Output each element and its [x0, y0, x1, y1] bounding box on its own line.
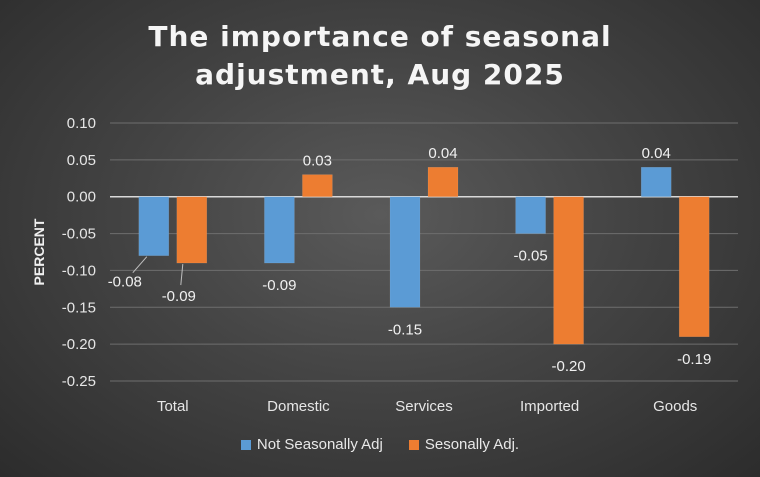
legend-item-seasonally-adj: Sesonally Adj. — [408, 436, 520, 453]
bar-not-seasonally-adj — [389, 196, 421, 308]
data-label: -0.09 — [162, 288, 196, 305]
x-tick-label: Services — [395, 398, 453, 415]
legend-item-not-seasonally-adj: Not Seasonally Adj — [240, 436, 383, 453]
bar-not-seasonally-adj — [264, 196, 295, 264]
data-label-leader-line — [180, 264, 184, 286]
bar-seasonally-adj — [427, 166, 459, 197]
x-tick-label: Domestic — [267, 398, 330, 415]
x-tick-label: Imported — [520, 398, 579, 415]
data-label: -0.19 — [677, 351, 711, 368]
bar-not-seasonally-adj — [640, 166, 672, 197]
bar-seasonally-adj — [678, 196, 710, 338]
legend-label-not-seasonally-adj: Not Seasonally Adj — [256, 436, 383, 453]
bar-not-seasonally-adj — [138, 196, 170, 256]
y-tick-label: -0.05 — [62, 226, 96, 243]
y-tick-label: 0.10 — [67, 115, 96, 132]
y-tick-label: 0.05 — [67, 152, 96, 169]
data-label: 0.04 — [428, 145, 457, 162]
legend: Not Seasonally Adj Sesonally Adj. — [0, 436, 760, 453]
data-label: -0.15 — [388, 321, 422, 338]
chart-title: The importance of seasonal adjustment, A… — [0, 18, 760, 94]
y-tick-label: 0.00 — [67, 189, 96, 206]
y-tick-label: -0.20 — [62, 336, 96, 353]
y-axis-label: PERCENT — [31, 218, 47, 285]
data-label: -0.09 — [262, 277, 296, 294]
x-tick-label: Goods — [653, 398, 697, 415]
bar-seasonally-adj — [176, 196, 208, 264]
data-label: 0.03 — [303, 153, 332, 170]
x-tick-label: Total — [157, 398, 189, 415]
data-label: -0.05 — [513, 248, 547, 265]
data-label: 0.04 — [642, 145, 671, 162]
y-tick-label: -0.25 — [62, 373, 96, 390]
bar-seasonally-adj — [302, 174, 333, 197]
bar-seasonally-adj — [553, 196, 584, 345]
chart-title-line-2: adjustment, Aug 2025 — [195, 58, 565, 91]
legend-label-seasonally-adj: Sesonally Adj. — [424, 436, 520, 453]
legend-swatch-blue — [240, 439, 251, 450]
y-tick-label: -0.10 — [62, 262, 96, 279]
legend-swatch-orange — [408, 439, 419, 450]
bar-not-seasonally-adj — [515, 196, 546, 234]
chart-title-line-1: The importance of seasonal — [148, 20, 612, 53]
data-label: -0.20 — [551, 358, 585, 375]
data-label: -0.08 — [108, 274, 142, 291]
y-tick-label: -0.15 — [62, 299, 96, 316]
data-label-leader-line — [132, 256, 148, 274]
